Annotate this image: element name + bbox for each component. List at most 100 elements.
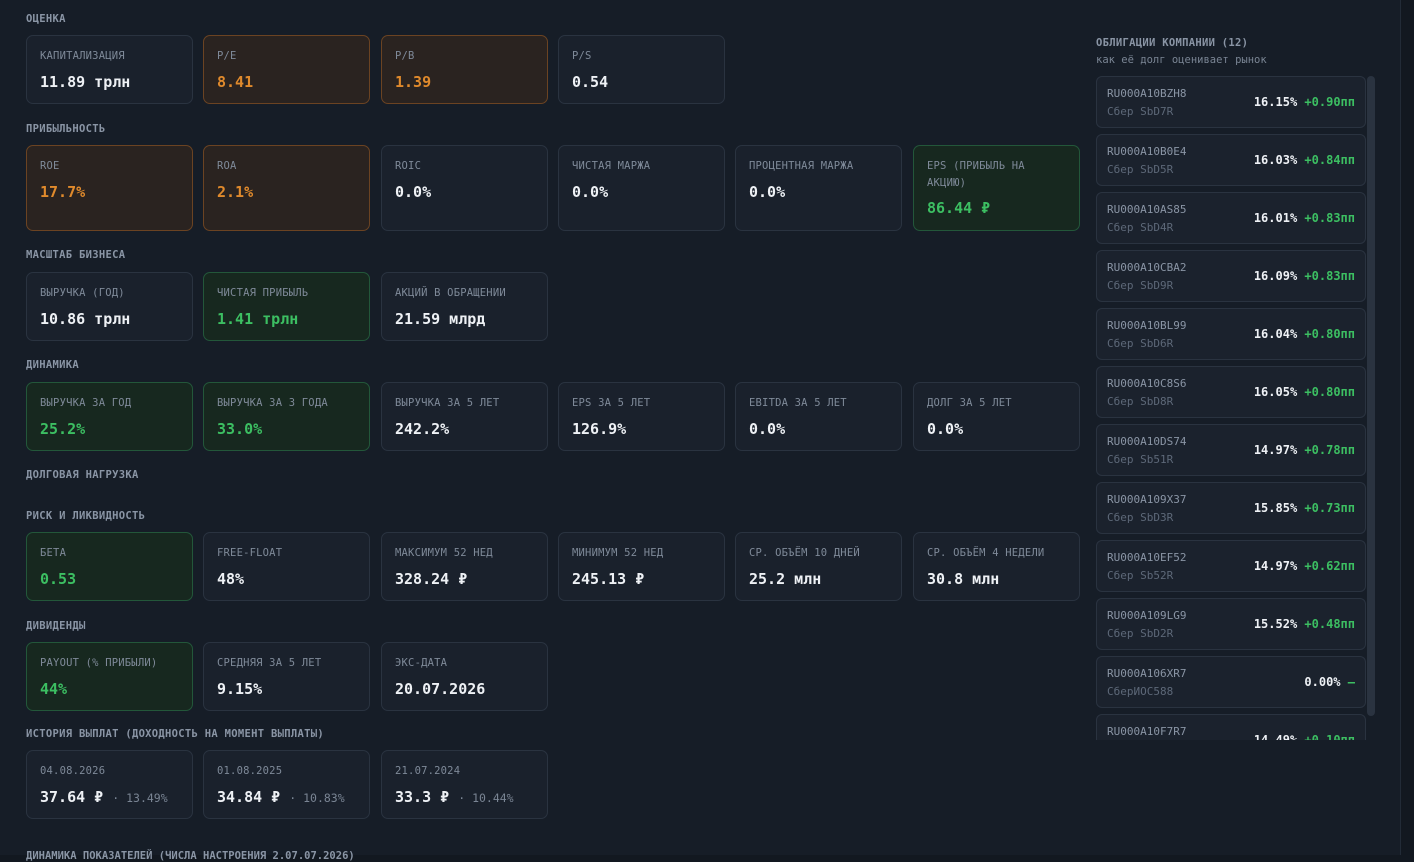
metric-card-free-float: FREE-FLOAT 48% [203, 532, 370, 601]
bond-yield-group: 16.01% +0.83пп [1254, 211, 1355, 225]
metric-value: 0.0% [572, 183, 609, 201]
metric-label: EPS (ПРИБЫЛЬ НА АКЦИЮ) [927, 160, 1025, 189]
metric-value: 1.41 трлн [217, 310, 299, 328]
metric-label: СРЕДНЯЯ ЗА 5 ЛЕТ [217, 657, 322, 669]
bond-yield-change: +0.73пп [1304, 501, 1355, 515]
metric-value: 20.07.2026 [395, 680, 486, 698]
metric-card-debt-5y: ДОЛГ ЗА 5 ЛЕТ 0.0% [913, 382, 1080, 451]
metric-card-payout: PAYOUT (% ПРИБЫЛИ) 44% [26, 642, 193, 711]
metric-card-roe: ROE 17.7% [26, 145, 193, 231]
metric-label: ВЫРУЧКА ЗА ГОД [40, 397, 132, 409]
bond-row[interactable]: RU000A10BL99 Сбер SbD6R 16.04% +0.80пп [1096, 308, 1366, 360]
section-title-history: ИСТОРИЯ ВЫПЛАТ (ДОХОДНОСТЬ НА МОМЕНТ ВЫП… [26, 728, 324, 740]
payout-date: 01.08.2025 [217, 765, 283, 777]
bond-yield: 14.97% [1253, 559, 1298, 573]
bond-isin: RU000A10BZH8 [1107, 87, 1187, 100]
metric-label: ЧИСТАЯ ПРИБЫЛЬ [217, 287, 309, 299]
bond-yield: 15.85% [1253, 501, 1298, 515]
metric-value: 21.59 млрд [395, 310, 486, 328]
bond-name: Сбер Sb51R [1107, 453, 1174, 466]
section-title-valuation: ОЦЕНКА [26, 13, 66, 25]
bond-isin: RU000A10EF52 [1107, 551, 1187, 564]
metric-value: 8.41 [217, 73, 254, 91]
metric-label: СР. ОБЪЁМ 4 НЕДЕЛИ [927, 547, 1045, 559]
bond-name: СберИОС588 [1107, 685, 1174, 698]
bond-name: Сбер SbD3R [1107, 511, 1174, 524]
payout-value: 33.3 ₽ · 10.44% [395, 788, 514, 806]
bond-name: Сбер SbD8R [1107, 395, 1174, 408]
bond-yield-change: +0.80пп [1304, 327, 1355, 341]
metric-value: 242.2% [395, 420, 450, 438]
bond-row[interactable]: RU000A10DS74 Сбер Sb51R 14.97% +0.78пп [1096, 424, 1366, 476]
metric-label: ПРОЦЕНТНАЯ МАРЖА [749, 160, 854, 172]
bond-yield-change: +0.10пп [1304, 733, 1355, 740]
metric-value: 0.0% [749, 183, 786, 201]
metric-card-beta: БЕТА 0.53 [26, 532, 193, 601]
bond-row[interactable]: RU000A106XR7 СберИОС588 0.00% — [1096, 656, 1366, 708]
bond-isin: RU000A10C8S6 [1107, 377, 1187, 390]
bond-isin: RU000A10CBA2 [1107, 261, 1187, 274]
metric-value: 48% [217, 570, 245, 588]
metric-card-52w-low: МИНИМУМ 52 НЕД 245.13 ₽ [558, 532, 725, 601]
bond-name: Сбер SbD4R [1107, 221, 1174, 234]
metric-label: ROIC [395, 160, 422, 172]
bond-yield-change: +0.83пп [1304, 211, 1355, 225]
bonds-subtitle: как её долг оценивает рынок [1096, 54, 1267, 66]
metric-value: 10.86 трлн [40, 310, 131, 328]
metric-label: ЧИСТАЯ МАРЖА [572, 160, 651, 172]
bond-row[interactable]: RU000A10AS85 Сбер SbD4R 16.01% +0.83пп [1096, 192, 1366, 244]
payout-history-card: 04.08.2026 37.64 ₽ · 13.49% [26, 750, 193, 819]
bond-yield: 16.03% [1253, 153, 1298, 167]
bond-yield-group: 16.15% +0.90пп [1254, 95, 1355, 109]
metric-label: МИНИМУМ 52 НЕД [572, 547, 664, 559]
bond-yield-change: +0.83пп [1304, 269, 1355, 283]
payout-yield: · 13.49% [112, 791, 168, 805]
metric-card-avg-volume-4w: СР. ОБЪЁМ 4 НЕДЕЛИ 30.8 млн [913, 532, 1080, 601]
bond-row[interactable]: RU000A10F7R7 14.49% +0.10пп [1096, 714, 1366, 740]
metric-label: АКЦИЙ В ОБРАЩЕНИИ [395, 287, 506, 299]
metric-card-eps-5y: EPS ЗА 5 ЛЕТ 126.9% [558, 382, 725, 451]
metric-card-ps: P/S 0.54 [558, 35, 725, 104]
bond-yield-change: +0.62пп [1304, 559, 1355, 573]
bonds-list[interactable]: RU000A10BZH8 Сбер SbD7R 16.15% +0.90пп RU00… [1096, 76, 1366, 740]
metric-label: ВЫРУЧКА (ГОД) [40, 287, 125, 299]
payout-value: 34.84 ₽ · 10.83% [217, 788, 345, 806]
bond-isin: RU000A106XR7 [1107, 667, 1187, 680]
bond-row[interactable]: RU000A10C8S6 Сбер SbD8R 16.05% +0.80пп [1096, 366, 1366, 418]
payout-yield: · 10.44% [458, 791, 514, 805]
bond-yield-group: 14.49% +0.10пп [1254, 733, 1355, 740]
bond-row[interactable]: RU000A10BZH8 Сбер SbD7R 16.15% +0.90пп [1096, 76, 1366, 128]
metric-card-interest-margin: ПРОЦЕНТНАЯ МАРЖА 0.0% [735, 145, 902, 231]
payout-amount: 33.3 ₽ [395, 788, 450, 806]
metric-value: 0.0% [749, 420, 786, 438]
bond-yield-group: 15.85% +0.73пп [1254, 501, 1355, 515]
metric-value: 44% [40, 680, 68, 698]
bond-yield: 16.15% [1253, 95, 1298, 109]
section-title-dynamics: ДИНАМИКА [26, 359, 79, 371]
bond-yield-group: 0.00% — [1304, 675, 1355, 689]
bond-name: Сбер SbD7R [1107, 105, 1174, 118]
bond-row[interactable]: RU000A10B0E4 Сбер SbD5R 16.03% +0.84пп [1096, 134, 1366, 186]
metric-card-pe: P/E 8.41 [203, 35, 370, 104]
bond-yield-group: 15.52% +0.48пп [1254, 617, 1355, 631]
bond-row[interactable]: RU000A10EF52 Сбер Sb52R 14.97% +0.62пп [1096, 540, 1366, 592]
section-title-scale: МАСШТАБ БИЗНЕСА [26, 249, 126, 261]
metric-label: ВЫРУЧКА ЗА 3 ГОДА [217, 397, 328, 409]
bond-row[interactable]: RU000A10CBA2 Сбер SbD9R 16.09% +0.83пп [1096, 250, 1366, 302]
metric-card-shares-outstanding: АКЦИЙ В ОБРАЩЕНИИ 21.59 млрд [381, 272, 548, 341]
bond-yield-group: 14.97% +0.78пп [1254, 443, 1355, 457]
bond-isin: RU000A109X37 [1107, 493, 1187, 506]
bond-row[interactable]: RU000A109LG9 Сбер SbD2R 15.52% +0.48пп [1096, 598, 1366, 650]
bond-yield-group: 14.97% +0.62пп [1254, 559, 1355, 573]
bond-name: Сбер SbD6R [1107, 337, 1174, 350]
bond-yield: 14.97% [1253, 443, 1298, 457]
bond-row[interactable]: RU000A109X37 Сбер SbD3R 15.85% +0.73пп [1096, 482, 1366, 534]
bond-isin: RU000A10F7R7 [1107, 725, 1187, 738]
bond-yield-change: — [1347, 675, 1355, 689]
bond-yield-group: 16.05% +0.80пп [1254, 385, 1355, 399]
metric-label: FREE-FLOAT [217, 547, 283, 559]
bonds-scrollbar[interactable] [1367, 76, 1375, 716]
bond-name: Сбер SbD2R [1107, 627, 1174, 640]
bond-yield-change: +0.78пп [1304, 443, 1355, 457]
bond-name: Сбер SbD9R [1107, 279, 1174, 292]
